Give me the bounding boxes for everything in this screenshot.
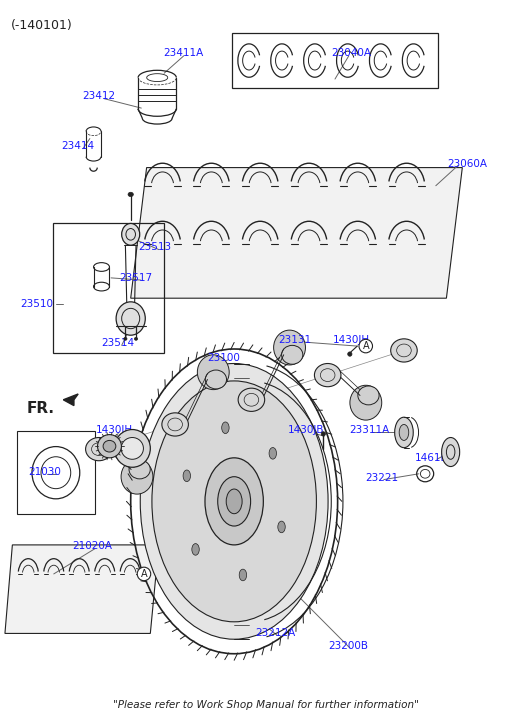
- Text: 23414: 23414: [61, 141, 94, 150]
- Ellipse shape: [121, 438, 144, 459]
- Bar: [16, 431, 95, 515]
- Text: FR.: FR.: [26, 401, 54, 416]
- Ellipse shape: [124, 337, 127, 340]
- Ellipse shape: [281, 345, 303, 364]
- Ellipse shape: [314, 364, 341, 387]
- Text: 23311A: 23311A: [350, 425, 389, 435]
- Ellipse shape: [226, 489, 242, 514]
- Ellipse shape: [269, 448, 277, 459]
- Text: 23412: 23412: [82, 92, 115, 102]
- Text: 23514: 23514: [101, 338, 134, 348]
- Ellipse shape: [273, 330, 305, 365]
- Text: 23060A: 23060A: [447, 159, 488, 169]
- Ellipse shape: [114, 430, 151, 467]
- Text: 23212A: 23212A: [255, 628, 296, 638]
- Text: A: A: [362, 341, 369, 351]
- Ellipse shape: [129, 460, 150, 479]
- Text: 21030: 21030: [28, 467, 61, 478]
- Ellipse shape: [238, 388, 265, 411]
- Text: 23200B: 23200B: [328, 641, 368, 651]
- Text: 23411A: 23411A: [164, 48, 204, 58]
- Ellipse shape: [140, 364, 328, 639]
- Ellipse shape: [135, 337, 138, 340]
- Polygon shape: [63, 394, 78, 406]
- Ellipse shape: [205, 458, 263, 545]
- Text: 23517: 23517: [120, 273, 153, 283]
- Ellipse shape: [103, 441, 116, 452]
- Text: 21020A: 21020A: [72, 542, 112, 551]
- Text: 23135: 23135: [89, 449, 122, 459]
- Text: "Please refer to Work Shop Manual for further information": "Please refer to Work Shop Manual for fu…: [113, 700, 419, 710]
- Text: (-140101): (-140101): [11, 19, 73, 32]
- Text: 23513: 23513: [138, 242, 171, 252]
- Ellipse shape: [395, 417, 413, 448]
- Ellipse shape: [358, 386, 379, 405]
- Ellipse shape: [116, 302, 145, 335]
- Ellipse shape: [192, 544, 200, 555]
- Ellipse shape: [205, 370, 227, 389]
- Ellipse shape: [162, 413, 188, 436]
- Ellipse shape: [278, 521, 285, 533]
- Polygon shape: [5, 545, 159, 633]
- Ellipse shape: [348, 352, 352, 356]
- Ellipse shape: [128, 192, 134, 196]
- Ellipse shape: [442, 438, 460, 467]
- Ellipse shape: [222, 422, 229, 433]
- Ellipse shape: [399, 425, 409, 441]
- Bar: [231, 33, 438, 88]
- Text: 23100: 23100: [207, 353, 240, 363]
- Text: 23131: 23131: [279, 335, 312, 345]
- Text: 23040A: 23040A: [331, 48, 371, 58]
- Ellipse shape: [122, 223, 140, 245]
- Text: 23221: 23221: [365, 473, 398, 483]
- Ellipse shape: [390, 339, 417, 362]
- Ellipse shape: [239, 569, 247, 581]
- Text: 23510: 23510: [20, 299, 53, 309]
- Bar: [53, 223, 164, 353]
- Polygon shape: [131, 168, 462, 298]
- Text: 1430JH: 1430JH: [332, 335, 369, 345]
- Ellipse shape: [97, 435, 121, 458]
- Ellipse shape: [121, 459, 153, 494]
- Ellipse shape: [350, 385, 382, 420]
- Text: A: A: [140, 569, 147, 579]
- Text: 1430JH: 1430JH: [96, 425, 134, 435]
- Ellipse shape: [152, 381, 317, 622]
- Text: 1461DA: 1461DA: [415, 453, 456, 463]
- Ellipse shape: [183, 470, 190, 481]
- Ellipse shape: [197, 355, 229, 390]
- Ellipse shape: [321, 432, 326, 436]
- Text: 1430JB: 1430JB: [287, 425, 324, 435]
- Ellipse shape: [218, 477, 251, 526]
- Ellipse shape: [86, 438, 112, 461]
